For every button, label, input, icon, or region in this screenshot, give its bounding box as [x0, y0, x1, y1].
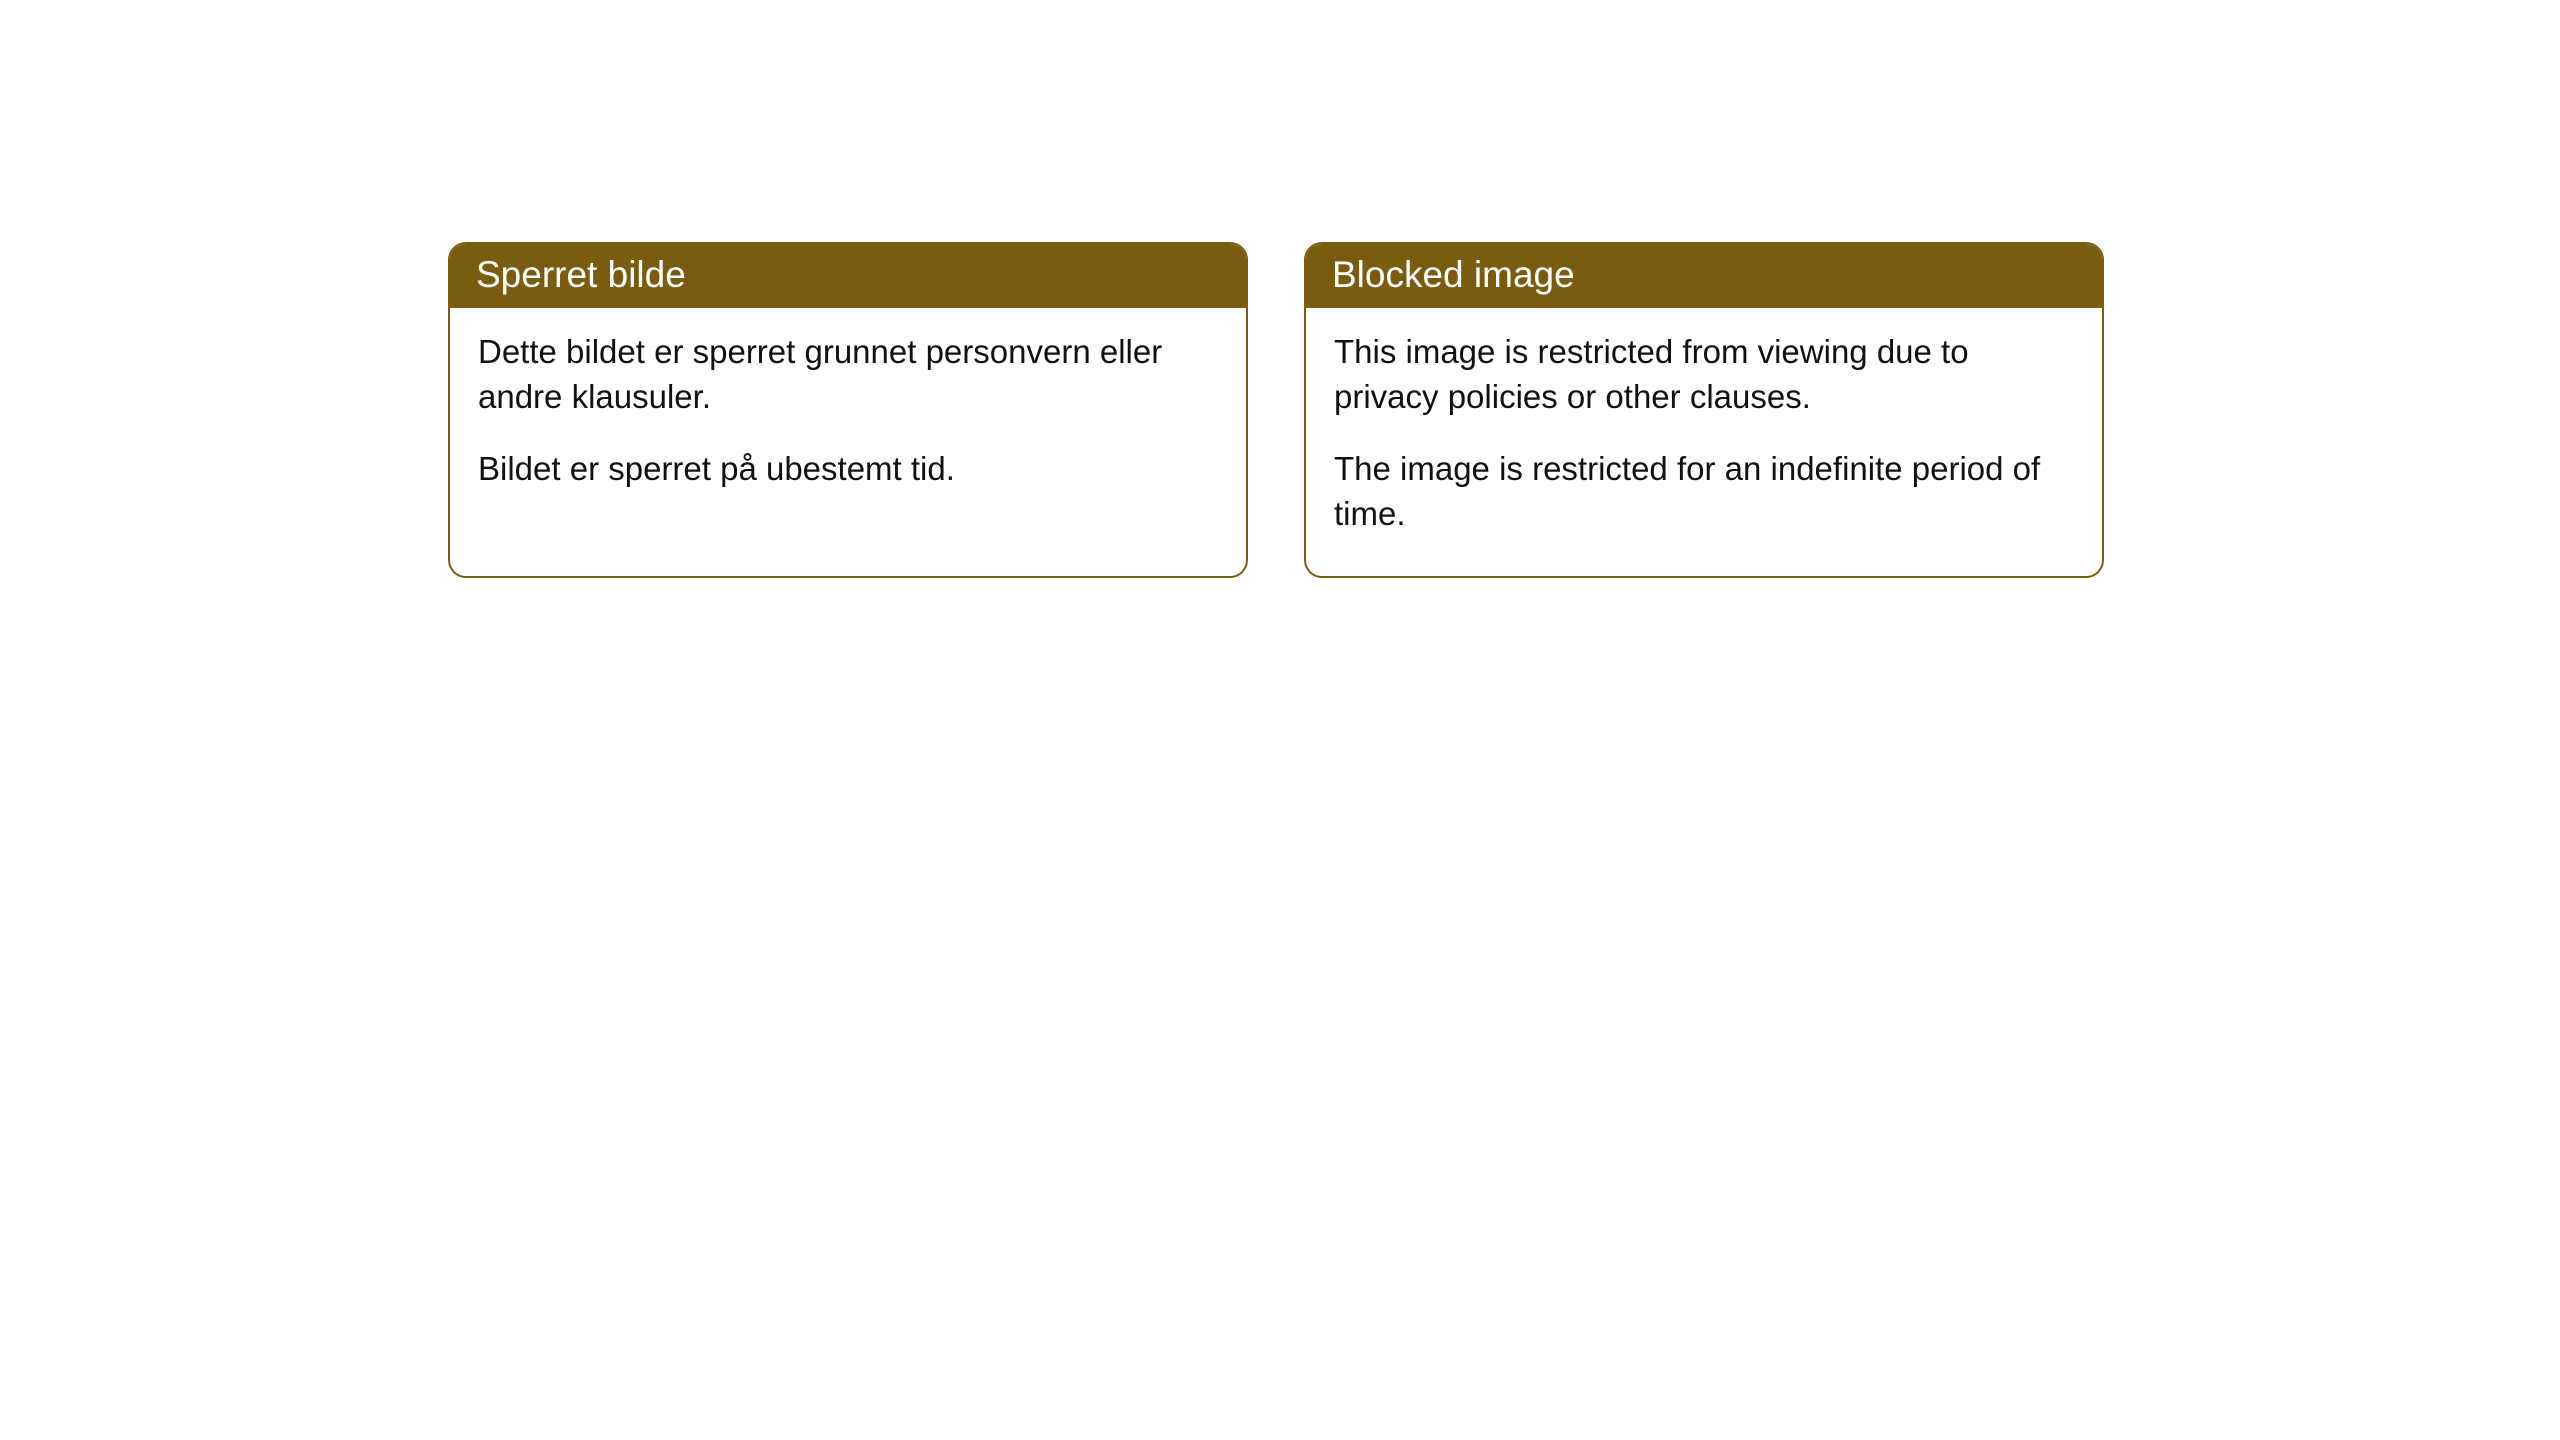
card-header: Blocked image — [1306, 244, 2102, 308]
card-body: Dette bildet er sperret grunnet personve… — [450, 308, 1246, 532]
card-title: Blocked image — [1332, 254, 1575, 295]
card-title: Sperret bilde — [476, 254, 686, 295]
card-paragraph: The image is restricted for an indefinit… — [1334, 447, 2074, 536]
notice-card-english: Blocked image This image is restricted f… — [1304, 242, 2104, 578]
notice-cards-row: Sperret bilde Dette bildet er sperret gr… — [448, 242, 2104, 578]
card-paragraph: Dette bildet er sperret grunnet personve… — [478, 330, 1218, 419]
card-header: Sperret bilde — [450, 244, 1246, 308]
card-body: This image is restricted from viewing du… — [1306, 308, 2102, 576]
card-paragraph: Bildet er sperret på ubestemt tid. — [478, 447, 1218, 492]
notice-card-norwegian: Sperret bilde Dette bildet er sperret gr… — [448, 242, 1248, 578]
card-paragraph: This image is restricted from viewing du… — [1334, 330, 2074, 419]
